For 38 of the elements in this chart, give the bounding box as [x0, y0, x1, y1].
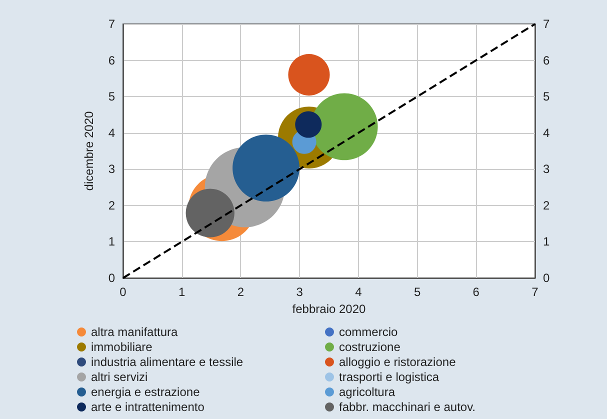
y2-tick-label: 1 — [543, 234, 550, 249]
y-tick-label: 7 — [108, 17, 116, 31]
y-axis-title: dicembre 2020 — [82, 110, 96, 191]
y-tick-label: 6 — [108, 53, 116, 68]
x-tick-label: 1 — [178, 285, 186, 299]
x-tick-label: 2 — [237, 285, 244, 299]
y2-tick-label: 7 — [543, 17, 550, 31]
legend-label: commercio — [339, 325, 398, 339]
legend-label: agricoltura — [339, 385, 396, 399]
x-tick-label: 7 — [532, 285, 539, 299]
y-tick-label: 2 — [108, 198, 116, 212]
legend-label: altra manifattura — [91, 325, 178, 339]
y-tick-label: 1 — [108, 234, 116, 249]
x-axis-title: febbraio 2020 — [292, 302, 366, 316]
x-tick-label: 0 — [120, 285, 127, 299]
legend-label: immobiliare — [91, 340, 153, 354]
legend-label: arte e intrattenimento — [91, 400, 205, 414]
x-tick-label: 4 — [355, 285, 362, 299]
legend-label: costruzione — [339, 340, 401, 354]
x-tick-label: 3 — [296, 285, 304, 299]
legend-label: altri servizi — [91, 370, 148, 384]
x-tick-label: 6 — [472, 285, 480, 299]
y-tick-label: 0 — [108, 271, 116, 285]
y2-tick-label: 2 — [543, 198, 550, 212]
legend-label: industria alimentare e tessile — [91, 355, 244, 369]
legend-label: trasporti e logistica — [339, 370, 440, 384]
legend-label: energia e estrazione — [91, 385, 200, 399]
y2-tick-label: 3 — [543, 162, 550, 176]
y2-tick-label: 5 — [543, 90, 550, 104]
y2-tick-label: 6 — [543, 53, 550, 68]
y2-tick-label: 0 — [543, 271, 550, 285]
y-tick-label: 4 — [108, 126, 116, 140]
y-tick-label: 5 — [108, 90, 116, 104]
y2-tick-label: 4 — [543, 126, 550, 140]
x-tick-label: 5 — [414, 285, 421, 299]
y-tick-label: 3 — [108, 162, 116, 176]
legend-label: alloggio e ristorazione — [339, 355, 456, 369]
legend-label: fabbr. macchinari e autov. — [339, 400, 476, 414]
